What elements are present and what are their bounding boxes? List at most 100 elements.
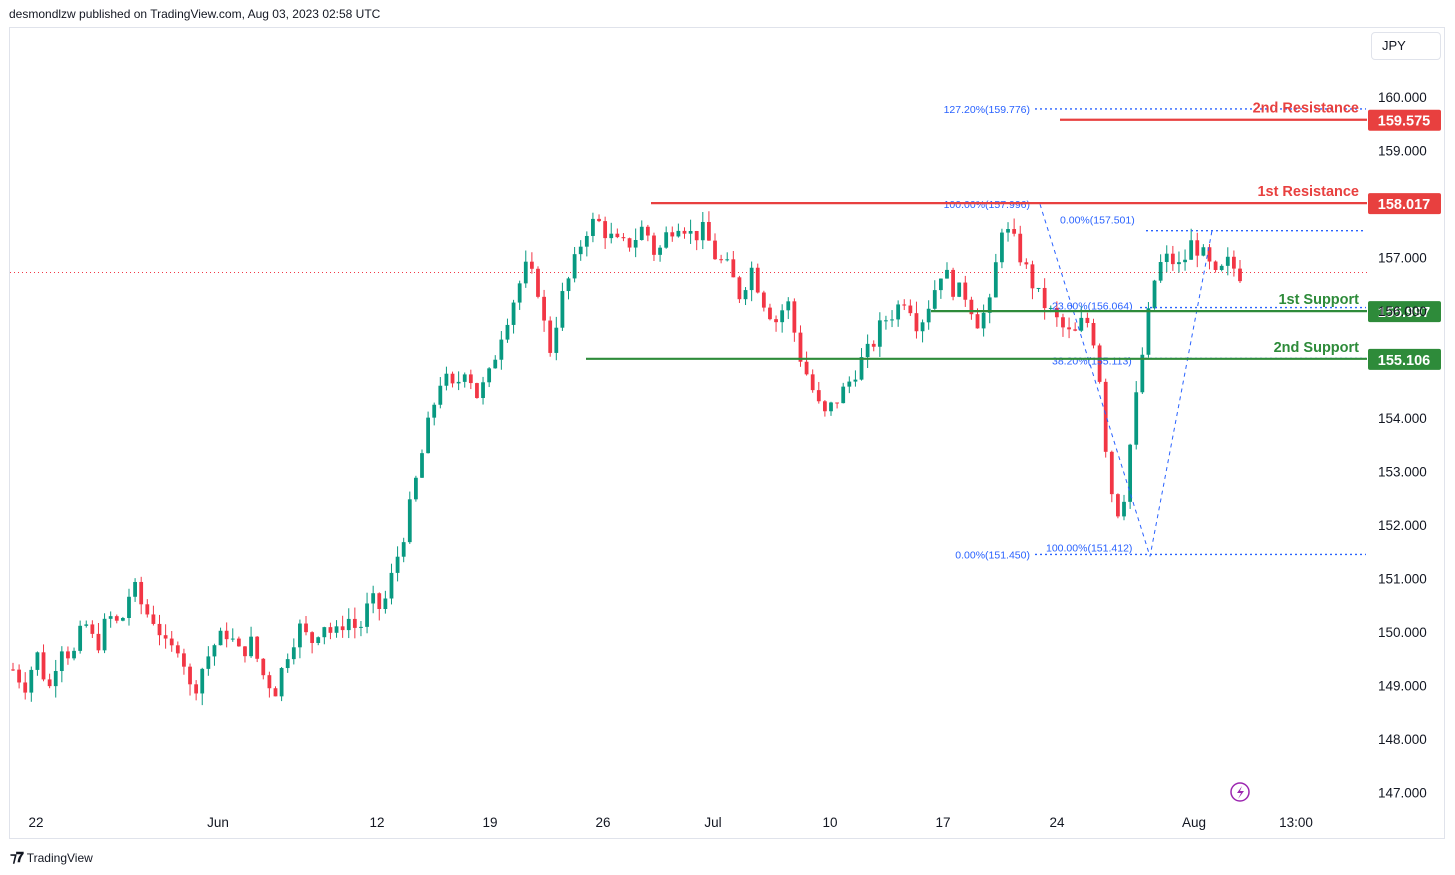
candle-body	[59, 651, 64, 672]
candle	[1152, 279, 1157, 310]
candle-body	[90, 624, 95, 634]
candle	[1195, 232, 1200, 268]
candle-body	[780, 310, 785, 323]
candle-body	[664, 232, 669, 248]
candle-body	[865, 343, 870, 358]
candle-body	[505, 324, 510, 340]
candle	[35, 651, 40, 676]
candle-body	[163, 635, 168, 639]
candle	[853, 370, 858, 387]
fib-label: 100.00%(151.412)	[1046, 542, 1132, 554]
candle	[456, 371, 461, 391]
candle-body	[1232, 256, 1236, 269]
chart-frame[interactable]	[9, 27, 1445, 839]
candle	[1116, 493, 1120, 519]
candle-body	[334, 626, 339, 633]
candle-body	[890, 319, 894, 321]
y-tick-label: 150.000	[1378, 625, 1427, 640]
candle-body	[267, 675, 272, 689]
candle-body	[627, 238, 632, 248]
price-tag	[1368, 193, 1441, 215]
candle-body	[1128, 444, 1133, 502]
candle	[383, 590, 388, 614]
candle	[444, 366, 449, 391]
candle-body	[914, 313, 919, 332]
candle	[1103, 378, 1108, 458]
candle-body	[407, 499, 412, 543]
candle	[627, 237, 632, 252]
candle-body	[798, 332, 803, 362]
candle-body	[932, 290, 937, 309]
candle	[1030, 260, 1035, 300]
candle	[475, 382, 479, 399]
candle	[871, 340, 876, 352]
candle-body	[175, 645, 180, 654]
candle-body	[713, 240, 717, 260]
candle-body	[1067, 327, 1071, 330]
candle	[279, 667, 284, 702]
candle-body	[352, 618, 357, 628]
candle	[774, 315, 778, 332]
candle	[676, 223, 681, 238]
candle-body	[957, 282, 962, 297]
candle	[877, 312, 882, 357]
candle	[102, 613, 107, 654]
candle-body	[737, 277, 742, 300]
candle-body	[877, 320, 882, 347]
candle-body	[1036, 287, 1041, 289]
candle-body	[645, 226, 650, 236]
candle	[841, 382, 846, 404]
candle	[621, 233, 626, 242]
candle-body	[584, 235, 589, 247]
currency-label[interactable]: JPY	[1371, 32, 1441, 60]
candle	[609, 222, 614, 244]
candle-body	[920, 322, 925, 332]
x-tick-label: 26	[595, 815, 610, 830]
candle	[554, 316, 559, 361]
candle-body	[188, 666, 192, 685]
lightning-icon-ring	[1230, 782, 1250, 802]
candle	[1189, 228, 1194, 260]
fib-layer: 127.20%(159.776) 100.00%(157.996) 0.00%(15…	[944, 104, 1366, 561]
fib-label: 38.20%(155.113)	[1052, 355, 1132, 367]
candle-body	[639, 226, 644, 241]
candle	[352, 607, 357, 639]
candle	[298, 619, 302, 659]
candle	[41, 644, 46, 682]
axis-layer: 160.000 159.000 157.000 156.000 154.000 153.0…	[28, 90, 1426, 830]
candle	[938, 278, 943, 299]
candle	[236, 636, 241, 647]
candle-body	[182, 653, 186, 667]
candle	[713, 233, 717, 260]
candle	[127, 588, 131, 626]
candle	[694, 230, 699, 251]
candle	[487, 367, 492, 388]
candle-body	[945, 269, 949, 279]
candle	[96, 622, 101, 654]
candle-body	[194, 684, 199, 694]
candle	[890, 310, 894, 328]
candle-body	[371, 593, 376, 604]
candle	[182, 648, 186, 675]
fib-label: 23.60%(156.064)	[1052, 301, 1133, 313]
candle	[29, 666, 34, 702]
candle-body	[1195, 240, 1200, 256]
x-tick-label: 24	[1049, 815, 1065, 830]
candle-body	[53, 671, 58, 687]
candle	[810, 369, 815, 393]
candle	[206, 646, 211, 676]
candle	[401, 537, 406, 563]
candle-body	[896, 304, 901, 320]
tradingview-logo-icon[interactable]: ⁊𝟕	[10, 849, 24, 865]
candle-body	[902, 304, 907, 306]
candle-body	[200, 668, 205, 694]
candle	[932, 280, 937, 310]
candle-body	[993, 262, 998, 298]
candle	[1140, 347, 1145, 395]
x-tick-label: Jul	[704, 815, 721, 830]
footer-brand[interactable]: TradingView	[26, 850, 93, 865]
candle	[1091, 318, 1096, 349]
candle-body	[1152, 280, 1157, 309]
candle-body	[414, 477, 418, 500]
